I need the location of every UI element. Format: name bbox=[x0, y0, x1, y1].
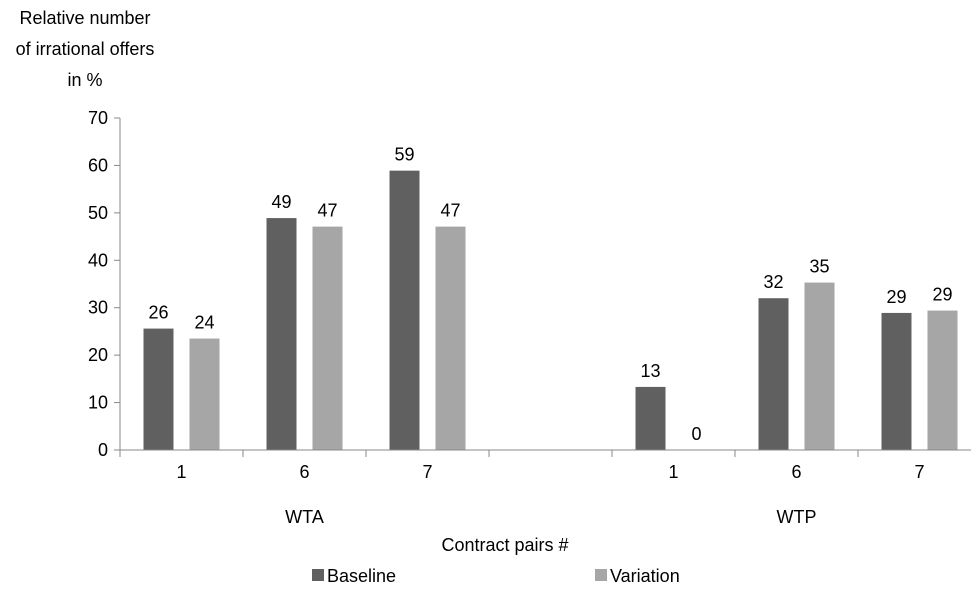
legend-label-baseline: Baseline bbox=[327, 566, 396, 586]
group-label: WTA bbox=[285, 507, 324, 527]
bar-baseline bbox=[143, 328, 174, 450]
data-label: 29 bbox=[886, 287, 906, 307]
bar-variation bbox=[189, 338, 220, 450]
x-axis-title: Contract pairs # bbox=[441, 535, 568, 555]
data-label: 47 bbox=[317, 201, 337, 221]
bar-variation bbox=[312, 226, 343, 450]
bar-variation bbox=[435, 226, 466, 450]
legend-label-variation: Variation bbox=[610, 566, 680, 586]
bar-baseline bbox=[758, 298, 789, 450]
x-tick-label: 1 bbox=[176, 462, 186, 482]
y-axis-title-line-3: in % bbox=[67, 70, 102, 90]
data-label: 26 bbox=[148, 303, 168, 323]
legend-swatch-baseline bbox=[312, 569, 324, 581]
bar-baseline bbox=[389, 170, 420, 450]
y-tick-label: 60 bbox=[88, 155, 108, 175]
y-axis-title-line-1: Relative number bbox=[19, 8, 150, 28]
y-tick-label: 10 bbox=[88, 393, 108, 413]
y-axis: 0 10 20 30 40 50 60 70 bbox=[88, 108, 121, 460]
bar-variation bbox=[804, 282, 835, 450]
legend-swatch-variation bbox=[595, 569, 607, 581]
y-tick-label: 30 bbox=[88, 298, 108, 318]
x-tick-label: 1 bbox=[668, 462, 678, 482]
group-label: WTP bbox=[777, 507, 817, 527]
bars bbox=[143, 170, 958, 450]
data-labels: 26 24 49 47 59 47 13 0 32 35 29 29 bbox=[148, 145, 952, 444]
x-tick-label: 7 bbox=[422, 462, 432, 482]
y-tick-label: 70 bbox=[88, 108, 108, 128]
x-axis: 1 6 7 1 6 7 WTA WTP bbox=[119, 449, 971, 527]
x-tick-label: 6 bbox=[299, 462, 309, 482]
y-axis-title-line-2: of irrational offers bbox=[16, 39, 155, 59]
legend: Baseline Variation bbox=[312, 566, 680, 586]
data-label: 47 bbox=[440, 201, 460, 221]
data-label: 59 bbox=[394, 145, 414, 165]
y-tick-label: 20 bbox=[88, 345, 108, 365]
x-tick-label: 6 bbox=[791, 462, 801, 482]
data-label: 35 bbox=[809, 257, 829, 277]
data-label: 0 bbox=[691, 424, 701, 444]
y-axis-title: Relative number of irrational offers in … bbox=[16, 8, 155, 90]
bar-baseline bbox=[266, 218, 297, 450]
data-label: 24 bbox=[194, 313, 214, 333]
y-tick-label: 40 bbox=[88, 250, 108, 270]
bar-variation bbox=[927, 310, 958, 450]
bar-baseline bbox=[635, 386, 666, 450]
data-label: 49 bbox=[271, 192, 291, 212]
y-tick-label: 50 bbox=[88, 203, 108, 223]
y-tick-label: 0 bbox=[98, 440, 108, 460]
data-label: 29 bbox=[932, 285, 952, 305]
x-tick-label: 7 bbox=[914, 462, 924, 482]
data-label: 32 bbox=[763, 272, 783, 292]
data-label: 13 bbox=[640, 361, 660, 381]
bar-baseline bbox=[881, 312, 912, 450]
